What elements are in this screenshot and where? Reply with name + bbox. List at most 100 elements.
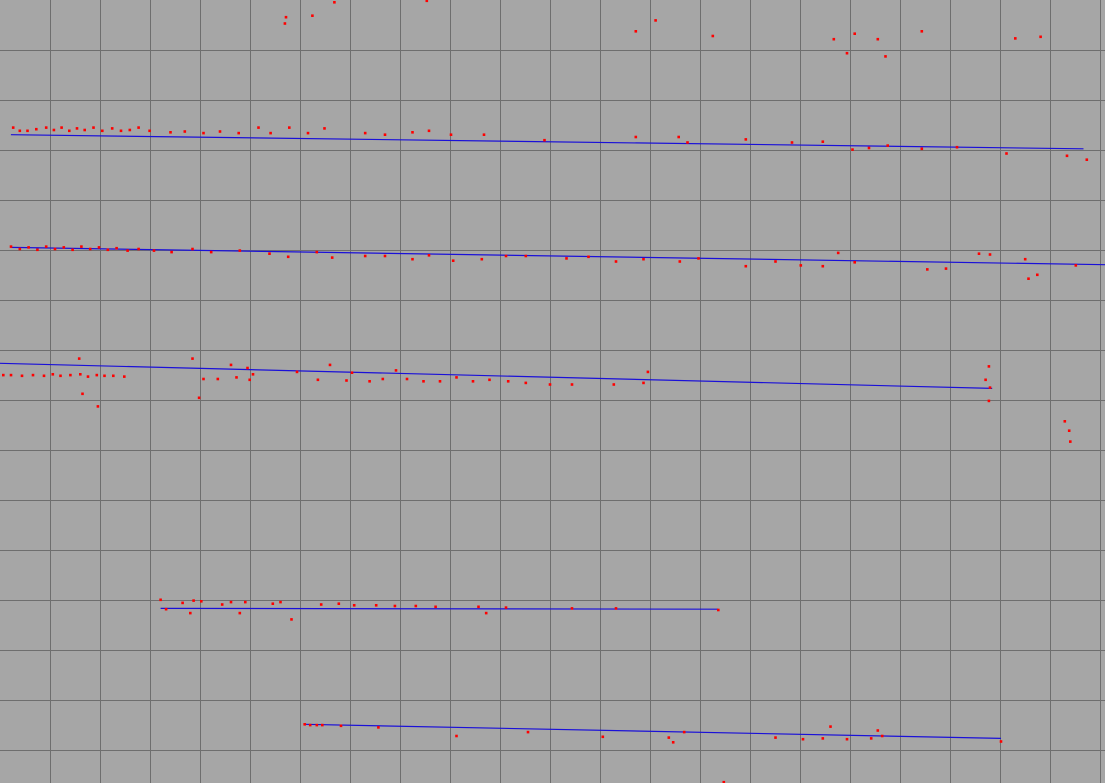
detection-point: [682, 730, 686, 734]
detection-point: [31, 373, 35, 377]
detection-point: [955, 145, 959, 149]
detection-point: [235, 376, 238, 379]
detection-point: [988, 253, 992, 256]
detection-point: [790, 141, 794, 144]
detection-point: [101, 129, 104, 133]
detection-point: [646, 370, 650, 374]
detection-point: [191, 357, 194, 360]
detection-point: [368, 380, 371, 383]
detection-point: [271, 602, 275, 605]
detection-point: [295, 370, 299, 374]
detection-point: [455, 376, 458, 379]
detection-point: [128, 128, 132, 132]
detection-point: [425, 0, 429, 3]
detection-point: [170, 250, 173, 254]
detection-point: [774, 736, 777, 739]
detection-point: [189, 611, 192, 615]
detection-point: [821, 140, 825, 143]
detection-point: [229, 600, 233, 604]
detection-point: [216, 377, 220, 381]
detection-point: [438, 380, 442, 383]
detection-point: [845, 737, 849, 741]
detection-point: [315, 723, 319, 727]
detection-point: [411, 131, 414, 134]
detection-point: [869, 737, 873, 740]
detection-point: [191, 247, 194, 251]
detection-point: [853, 32, 856, 35]
detection-point: [711, 34, 715, 38]
detection-point: [9, 245, 13, 248]
detection-point: [836, 251, 840, 255]
detection-point: [1063, 420, 1067, 423]
detection-point: [722, 780, 726, 783]
detection-point: [477, 605, 480, 609]
detection-point: [59, 374, 62, 378]
detection-point: [279, 600, 282, 604]
detection-point: [97, 246, 101, 249]
detection-point: [801, 737, 805, 741]
detection-point: [345, 379, 348, 382]
detection-point: [774, 260, 777, 263]
detection-point: [103, 374, 106, 378]
detection-point: [427, 254, 431, 257]
detection-point: [1067, 429, 1071, 432]
detection-point: [717, 608, 720, 612]
detection-point: [152, 249, 156, 252]
detection-point: [1014, 37, 1017, 40]
detection-point: [920, 30, 924, 33]
detection-point: [69, 373, 72, 377]
lane-fit-line: [304, 723, 1002, 739]
detection-point: [853, 261, 856, 264]
detection-point: [202, 377, 205, 381]
detection-point: [290, 618, 293, 621]
detection-point: [451, 259, 455, 262]
detection-point: [286, 255, 290, 259]
detection-point: [52, 128, 56, 132]
detection-point: [51, 373, 55, 376]
detection-point: [60, 126, 63, 129]
detection-point: [484, 611, 488, 615]
detection-point: [283, 22, 287, 25]
detection-point: [678, 260, 682, 263]
detection-point: [988, 386, 992, 389]
detection-point: [504, 254, 508, 258]
detection-point: [238, 611, 242, 615]
detection-point: [744, 138, 748, 141]
detection-point: [209, 250, 213, 254]
detection-point: [164, 607, 168, 611]
detection-point: [75, 127, 79, 130]
detection-point: [350, 371, 354, 374]
detection-point: [333, 1, 336, 4]
detection-point: [192, 599, 195, 602]
detection-point: [159, 598, 162, 602]
detection-point: [884, 55, 887, 58]
detection-point: [1069, 440, 1072, 443]
detection-point: [570, 607, 574, 610]
detection-point: [601, 735, 605, 739]
detection-point: [405, 377, 409, 381]
detection-point: [53, 247, 57, 251]
detection-point: [244, 600, 247, 604]
detection-point: [183, 130, 187, 133]
detection-point: [488, 378, 491, 382]
detection-point: [106, 248, 110, 252]
detection-point: [308, 723, 312, 727]
detection-point: [352, 604, 356, 607]
detection-point: [200, 600, 203, 603]
detection-point: [319, 603, 323, 606]
detection-point: [2, 373, 5, 377]
detection-point: [394, 369, 398, 372]
detection-point: [95, 373, 99, 377]
detection-point: [654, 19, 657, 22]
detection-point: [269, 131, 272, 135]
detection-point: [821, 264, 825, 268]
detection-point: [229, 363, 233, 367]
detection-point: [79, 373, 82, 376]
detection-point: [83, 128, 86, 132]
detection-point: [44, 245, 48, 248]
detection-point: [42, 374, 46, 378]
